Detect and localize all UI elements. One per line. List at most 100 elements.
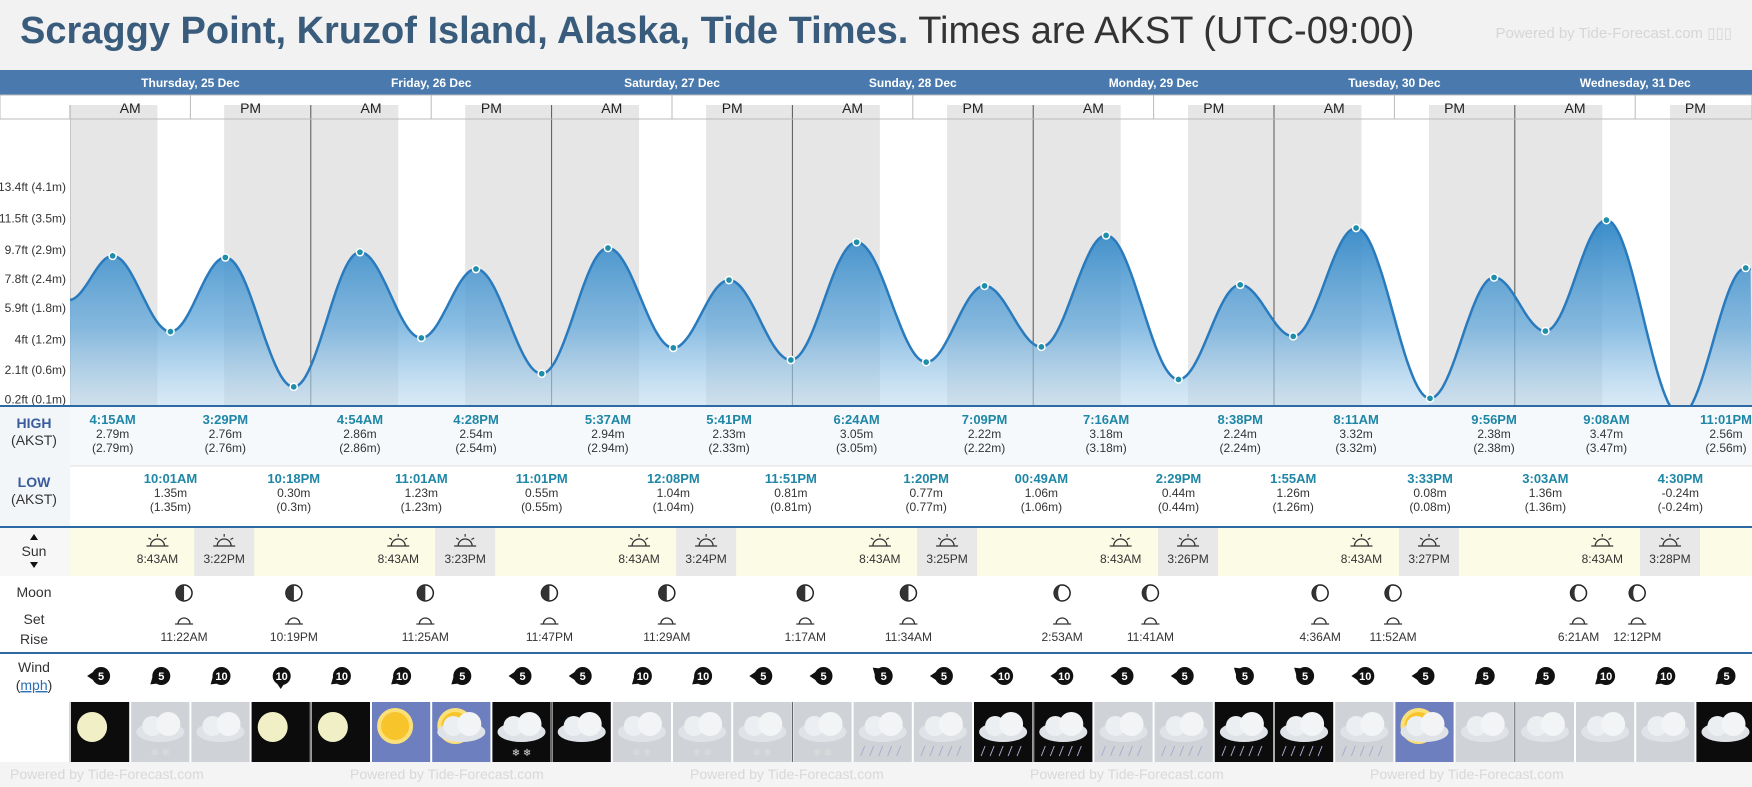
rain-drop <box>1161 745 1167 757</box>
sun-arc <box>1662 538 1678 547</box>
sun-ray <box>1352 537 1356 541</box>
sun-ray <box>214 537 219 541</box>
wind-speed-badge <box>1657 667 1676 685</box>
rain-drop <box>1257 745 1263 757</box>
wind-speed: 5 <box>1483 671 1489 683</box>
wind-speed: 5 <box>1182 671 1188 683</box>
sunrise-time: 8:43AM <box>378 552 419 566</box>
rain-drop <box>1299 745 1305 757</box>
moonset-icon <box>1569 617 1588 625</box>
weather-cloud-icon <box>191 702 250 762</box>
wind-speed: 5 <box>519 671 525 683</box>
cloud-puff <box>1179 712 1204 736</box>
low-tide-point <box>1425 394 1435 403</box>
moonrise-time: 12:12PM <box>1613 630 1661 644</box>
moon-shadow <box>176 585 185 601</box>
low-time: 1:20PM <box>903 471 949 486</box>
moon-phase-icon <box>658 584 676 602</box>
high-meters: 3.32m <box>1339 427 1372 441</box>
low-meters: 0.55m <box>525 486 558 500</box>
wind-speed-badge <box>995 667 1014 685</box>
low-meters: -0.24m <box>1662 486 1699 500</box>
sunrise-icon <box>1350 534 1373 547</box>
moon-phase-icon <box>1053 584 1071 602</box>
low-meters-paren: (1.26m) <box>1273 500 1314 514</box>
moon-phase-icon <box>1141 584 1160 602</box>
wind-speed-badge <box>1115 667 1134 685</box>
cloud-puff <box>637 712 662 736</box>
low-meters: 1.35m <box>154 486 187 500</box>
low-meters: 1.06m <box>1025 486 1058 500</box>
low-meters-paren: (1.06m) <box>1021 500 1062 514</box>
wind-row-label: Wind <box>18 659 50 675</box>
wind-speed-badge <box>1717 667 1736 685</box>
footer-watermark-text: Powered by Tide-Forecast.com <box>1370 766 1564 782</box>
rain-drop <box>1170 745 1176 757</box>
sun-ray <box>163 537 167 541</box>
moon-shadow <box>1142 585 1151 601</box>
moonrise-time: 11:52AM <box>1369 630 1416 644</box>
wind-speed-badge <box>1597 667 1616 685</box>
sun-ray <box>885 537 890 541</box>
moonrise-icon <box>175 617 194 625</box>
day-label-6: Wednesday, 31 Dec <box>1580 76 1691 90</box>
moon-rise-label: Rise <box>20 631 48 647</box>
wind-speed: 10 <box>396 671 408 683</box>
day-label-0: Thursday, 25 Dec <box>141 76 240 90</box>
wind-speed: 5 <box>98 671 104 683</box>
weather-rain-icon <box>1335 702 1394 762</box>
am-label: AM <box>1565 100 1586 116</box>
sun-disc <box>377 708 414 744</box>
low-meters: 1.23m <box>405 486 438 500</box>
wind-top-line <box>0 652 1752 654</box>
sunset-time: 3:28PM <box>1649 552 1690 566</box>
y-tick-label: 13.4ft (4.1m) <box>0 180 66 194</box>
rain-drop <box>938 745 944 757</box>
rain-drop <box>1101 745 1106 757</box>
rain-drop <box>869 745 875 757</box>
cloud-puff <box>698 712 723 736</box>
snow-flakes: ❄ ❄ <box>692 748 712 759</box>
day-label-1: Friday, 26 Dec <box>391 76 472 90</box>
high-time: 11:01PM <box>1700 412 1752 427</box>
wind-speed: 5 <box>760 671 766 683</box>
low-meters: 1.04m <box>657 486 690 500</box>
cloud-puff <box>818 712 843 736</box>
snow-flakes: ❄ ❄ <box>151 748 171 759</box>
moonset-time: 4:36AM <box>1299 630 1340 644</box>
cloud-puff <box>156 712 181 736</box>
high-meters: 2.86m <box>343 427 376 441</box>
wind-speed-badge <box>874 667 893 685</box>
wind-speed-badge <box>513 667 532 685</box>
wind-speed: 10 <box>697 671 709 683</box>
low-tide-point <box>921 357 931 367</box>
high-time: 6:24AM <box>833 412 879 427</box>
y-tick-label: 5.9ft (1.8m) <box>5 301 66 315</box>
wind-unit-link[interactable]: mph <box>20 677 47 693</box>
sun-arc <box>1113 538 1129 547</box>
wind-speed-badge <box>694 667 713 685</box>
low-tide-point <box>289 382 299 392</box>
moonrise-icon <box>1628 617 1647 625</box>
sun-arc <box>872 538 888 547</box>
moon-shadow <box>541 585 550 601</box>
sun-ray <box>1435 537 1439 541</box>
rain-drop <box>878 745 884 757</box>
powered-by-text: Powered by Tide-Forecast.com <box>1495 25 1704 42</box>
moon-shadow <box>797 585 806 601</box>
wind-speed-badge <box>633 667 652 685</box>
moonrise-icon <box>1141 617 1160 625</box>
rain-drop <box>947 745 953 757</box>
weather-moon-icon <box>71 702 130 762</box>
rain-drop <box>1359 745 1365 757</box>
high-row-label: HIGH <box>17 415 52 431</box>
high-tide-point <box>724 275 734 285</box>
low-meters-paren: (1.04m) <box>653 500 694 514</box>
sunrise-icon <box>868 534 891 547</box>
low-meters-paren: (-0.24m) <box>1658 500 1703 514</box>
high-time: 5:37AM <box>585 412 631 427</box>
low-tide-point <box>668 343 678 353</box>
rain-drop <box>1058 745 1064 757</box>
sun-top-line <box>0 526 1752 528</box>
moon-phase-icon <box>175 584 193 602</box>
